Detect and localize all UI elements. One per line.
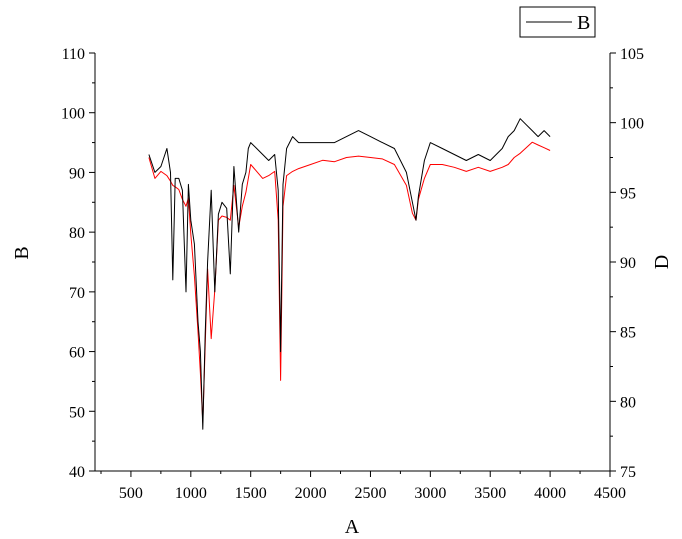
y-axis-label-right: D [651,255,673,269]
x-tick-label: 3000 [414,485,446,502]
y-tick-label-right: 85 [620,325,636,342]
y-tick-label-right: 80 [620,394,636,411]
x-tick-label: 4500 [594,485,626,502]
series-line-red [148,141,551,423]
y-tick-label-left: 110 [62,46,85,63]
x-tick-label: 1000 [175,485,207,502]
x-tick-label: 2000 [295,485,327,502]
x-tick-label: 4000 [534,485,566,502]
x-tick-label: 3500 [474,485,506,502]
y-tick-label-right: 95 [620,185,636,202]
y-tick-label-left: 90 [69,165,85,182]
y-tick-label-left: 100 [61,106,85,123]
y-tick-label-right: 90 [620,255,636,272]
series-line-b [148,118,551,430]
x-axis-label: A [345,516,360,538]
y-tick-label-right: 100 [620,116,644,133]
y-tick-label-left: 40 [69,464,85,481]
y-tick-label-left: 50 [69,404,85,421]
series-layer [148,118,551,430]
axes-layer: 500 1000 1500 2000 2500 3000 3500 4000 4500 40 50 6… [61,46,644,502]
y-tick-label-right: 75 [620,464,636,481]
x-tick-label: 2500 [354,485,386,502]
legend-label-b: B [577,12,590,34]
legend: B [519,6,596,38]
y-tick-label-right: 105 [620,46,644,63]
y-tick-label-left: 80 [69,225,85,242]
x-tick-label: 500 [119,485,143,502]
x-tick-label: 1500 [235,485,267,502]
y-axis-label-left: B [11,246,33,259]
y-tick-label-left: 60 [69,345,85,362]
y-tick-label-left: 70 [69,285,85,302]
